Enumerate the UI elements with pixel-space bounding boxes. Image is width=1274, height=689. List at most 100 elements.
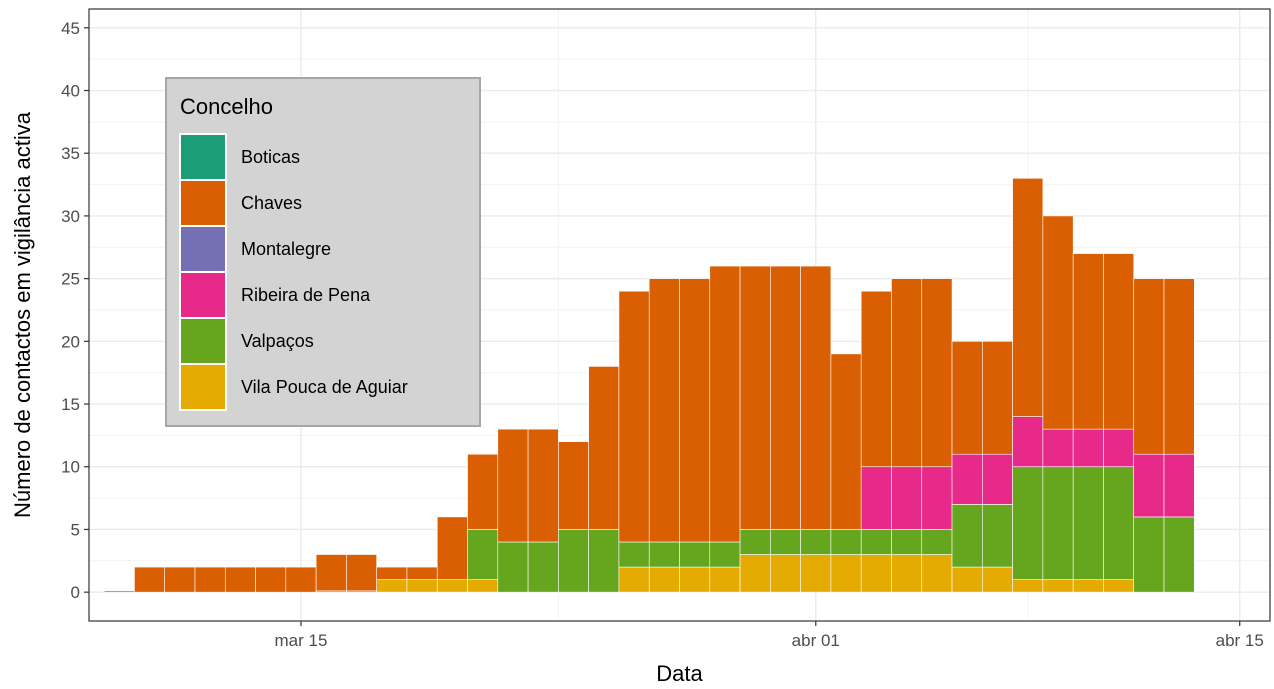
legend-swatch <box>179 133 227 181</box>
bar-segment <box>891 278 923 468</box>
bar-segment <box>527 428 559 543</box>
bar-segment <box>982 504 1013 568</box>
bar-segment <box>860 529 892 555</box>
bar-segment <box>982 341 1013 455</box>
legend-label: Valpaços <box>241 331 314 351</box>
y-tick-label: 10 <box>61 458 80 477</box>
x-tick-label: abr 01 <box>792 631 840 650</box>
bar-segment <box>830 529 862 555</box>
legend-swatch <box>179 317 227 365</box>
bar-segment <box>648 566 680 593</box>
bar-segment <box>134 566 165 593</box>
bar-segment <box>315 554 347 592</box>
bar-segment <box>709 566 741 593</box>
bar-segment <box>497 428 529 543</box>
y-axis: 0 5 10 15 20 25 30 35 40 45 <box>61 19 89 602</box>
bar-segment <box>921 554 953 593</box>
bar-segment <box>255 566 287 593</box>
legend: Concelho Boticas Chaves Montalegre Ribeira … <box>165 77 481 427</box>
bar-segment <box>770 554 801 593</box>
legend-label: Vila Pouca de Aguiar <box>241 377 408 397</box>
bar-segment <box>982 453 1013 505</box>
bar-segment <box>467 453 499 530</box>
bar-segment <box>800 529 832 555</box>
legend-label: Ribeira de Pena <box>241 285 371 305</box>
y-axis-title: Número de contactos em vigilância activa <box>10 111 35 518</box>
x-tick-label: abr 15 <box>1216 631 1264 650</box>
bar-segment <box>1163 453 1195 518</box>
bar-segment <box>588 366 620 530</box>
bar-segment <box>739 529 771 555</box>
bar-segment <box>770 529 801 555</box>
bar-segment <box>1012 178 1044 417</box>
bar-segment <box>739 554 771 593</box>
bar-segment <box>618 566 650 593</box>
bar-segment <box>497 541 529 593</box>
bar-segment <box>1012 579 1044 593</box>
y-tick-label: 30 <box>61 207 80 226</box>
bar-segment <box>830 554 862 593</box>
bar-segment <box>951 453 983 505</box>
bar-segment <box>951 341 983 455</box>
bar-segment <box>436 579 468 593</box>
bar-segment <box>921 529 953 555</box>
bar-segment <box>406 579 438 593</box>
legend-swatch <box>179 179 227 227</box>
bar-segment <box>982 566 1013 593</box>
bar-segment <box>830 353 862 530</box>
bar-segment <box>618 290 650 543</box>
y-tick-label: 20 <box>61 332 80 351</box>
bar-segment <box>679 566 711 593</box>
bar-segment <box>891 466 923 530</box>
legend-label: Boticas <box>241 147 300 167</box>
bar-segment <box>224 566 256 593</box>
bar-segment <box>436 516 468 580</box>
x-axis-title: Data <box>656 661 703 686</box>
legend-label: Montalegre <box>241 239 331 259</box>
bar-segment <box>739 265 771 530</box>
bar-segment <box>376 579 408 593</box>
bar-segment <box>1133 516 1165 593</box>
bar-segment <box>1072 428 1104 468</box>
bar-segment <box>921 278 953 468</box>
bar-segment <box>1103 579 1135 593</box>
legend-swatch <box>179 363 227 411</box>
bar-segment <box>1042 215 1074 430</box>
bar-segment <box>800 554 832 593</box>
bar-segment <box>709 265 741 543</box>
bar-segment <box>951 504 983 568</box>
bars <box>103 178 1195 593</box>
bar-segment <box>770 265 801 530</box>
y-tick-label: 15 <box>61 395 80 414</box>
bar-segment <box>709 541 741 568</box>
bar-segment <box>467 529 499 580</box>
bar-segment <box>376 566 408 580</box>
x-axis: mar 15 abr 01 abr 15 <box>275 621 1264 650</box>
bar-segment <box>648 278 680 543</box>
legend-swatch <box>179 271 227 319</box>
bar-segment <box>1042 428 1074 468</box>
y-tick-label: 25 <box>61 270 80 289</box>
bar-segment <box>194 566 226 593</box>
legend-label: Chaves <box>241 193 302 213</box>
bar-segment <box>860 466 892 530</box>
bar-segment <box>467 579 499 593</box>
x-tick-label: mar 15 <box>275 631 328 650</box>
bar-segment <box>679 278 711 543</box>
bar-segment <box>679 541 711 568</box>
bar-segment <box>527 541 559 593</box>
bar-segment <box>1163 516 1195 593</box>
bar-segment <box>1012 416 1044 468</box>
bar-segment <box>588 529 620 593</box>
bar-segment <box>1163 278 1195 455</box>
bar-segment <box>891 554 923 593</box>
bar-segment <box>1012 466 1044 580</box>
bar-segment <box>921 466 953 530</box>
bar-segment <box>800 265 832 530</box>
bar-segment <box>1103 253 1135 430</box>
panel-border <box>88 8 1271 622</box>
bar-segment <box>285 566 317 593</box>
bar-segment <box>618 541 650 568</box>
bar-segment <box>1133 278 1165 455</box>
